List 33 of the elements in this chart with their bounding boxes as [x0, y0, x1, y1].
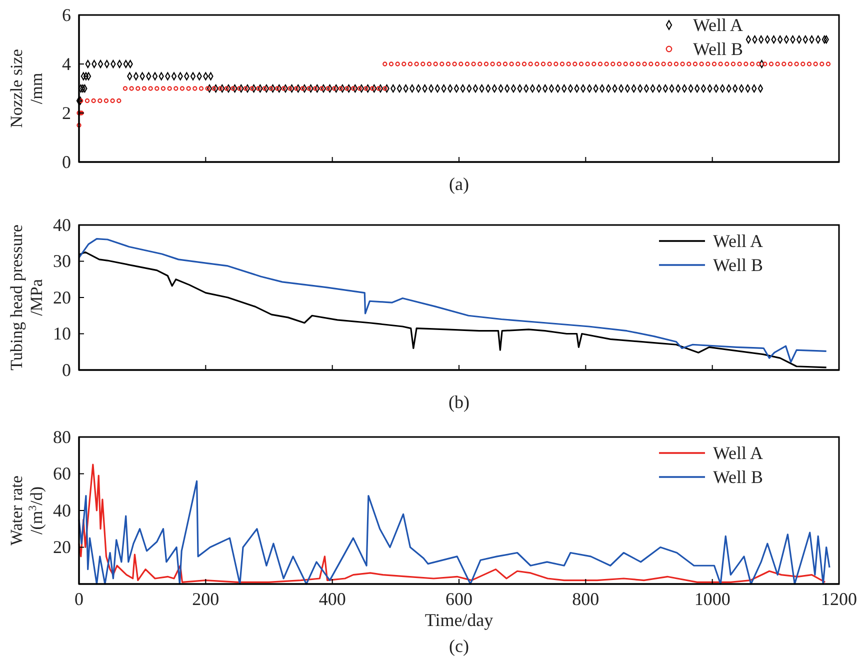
y-tick-label: 0	[62, 152, 71, 172]
y-tick-label: 6	[62, 4, 71, 25]
legend-label: Well A	[693, 15, 744, 35]
y-tick-label: 40	[53, 214, 71, 235]
y-tick-label: 20	[53, 537, 71, 558]
x-axis-title: Time/day	[424, 610, 494, 630]
x-tick-label: 800	[572, 588, 600, 609]
text: (c)	[449, 636, 469, 656]
y-tick-label: 0	[62, 360, 71, 380]
y-tick-label: 10	[53, 324, 71, 344]
x-tick-label: 1200	[821, 588, 857, 609]
x-tick-label: 200	[192, 588, 220, 609]
x-tick-label: 400	[318, 588, 346, 609]
legend-label: Well A	[713, 443, 764, 463]
legend-label: Well A	[713, 231, 764, 251]
text: (a)	[449, 174, 469, 194]
legend-label: Well B	[713, 255, 764, 275]
y-tick-label: 4	[62, 54, 71, 74]
text: (b)	[448, 392, 470, 412]
x-tick-label: 600	[446, 588, 472, 609]
y-tick-label: 2	[62, 102, 71, 123]
y-axis-title: Tubing head pressure /MPa	[7, 224, 46, 370]
line-series	[78, 464, 826, 583]
y-tick-label: 30	[53, 251, 71, 272]
legend-label: Well B	[713, 467, 764, 487]
y-tick-label: 20	[53, 287, 71, 308]
y-tick-label: 80	[53, 426, 71, 447]
x-tick-label: 1000	[694, 588, 730, 609]
x-tick-label: 0	[74, 588, 84, 609]
y-tick-label: 40	[53, 500, 71, 520]
legend-label: Well B	[693, 39, 744, 59]
y-tick-label: 60	[53, 464, 71, 484]
y-axis-title: Nozzle size /mm	[7, 49, 46, 128]
